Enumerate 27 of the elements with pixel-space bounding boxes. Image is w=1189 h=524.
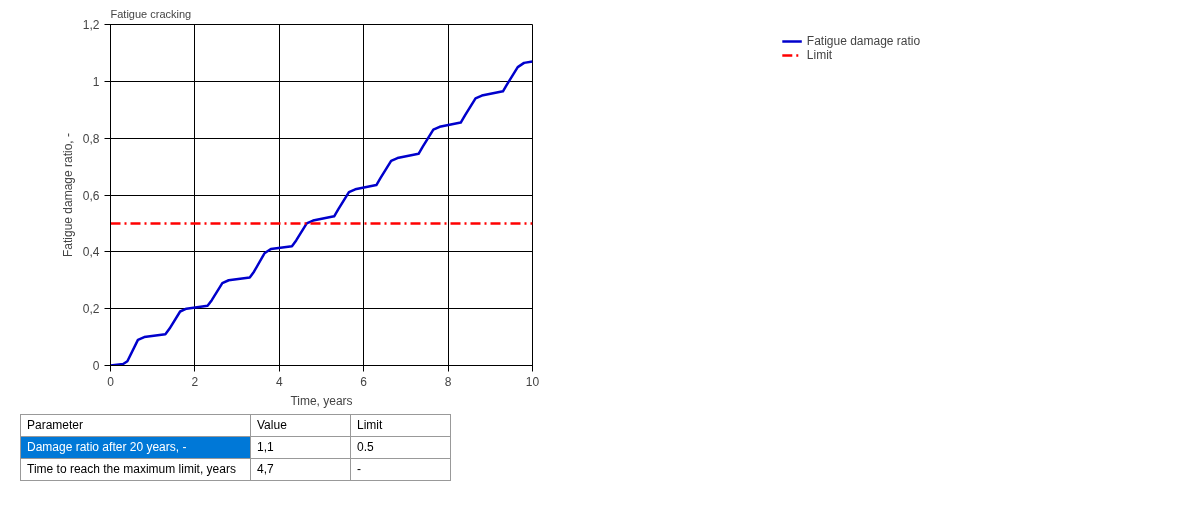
x-tick-label: 4 [275, 374, 283, 389]
x-tick-label: 6 [360, 374, 368, 389]
x-tick-label: 8 [444, 374, 452, 389]
text: 0.5 [350, 436, 451, 459]
text: Damage ratio after 20 years, - [20, 436, 251, 459]
y-tick-label: 1 [92, 74, 100, 89]
x-tick-label: 0 [107, 374, 115, 389]
y-axis-title: Fatigue damage ratio, - [60, 132, 75, 258]
x-tick-label: 10 [525, 374, 540, 389]
legend-label: Limit [806, 48, 833, 62]
y-tick-label: 0,6 [82, 188, 100, 203]
text: Value [250, 414, 351, 437]
text: Parameter [20, 414, 251, 437]
y-tick-label: 0,2 [82, 302, 100, 317]
y-tick-label: 0 [92, 359, 100, 373]
y-tick-label: 1,2 [82, 18, 100, 32]
text: Limit [350, 414, 451, 437]
text: Time to reach the maximum limit, years [20, 458, 251, 481]
x-axis-title: Time, years [290, 393, 353, 408]
y-tick-label: 0,8 [82, 131, 100, 146]
text: - [350, 458, 451, 481]
x-tick-label: 2 [191, 374, 199, 389]
text: 4,7 [250, 458, 351, 481]
y-tick-label: 0,4 [82, 245, 100, 260]
legend-label: Fatigue damage ratio [806, 34, 921, 48]
chart-title: Fatigue cracking [110, 7, 192, 20]
text: 1,1 [250, 436, 351, 459]
